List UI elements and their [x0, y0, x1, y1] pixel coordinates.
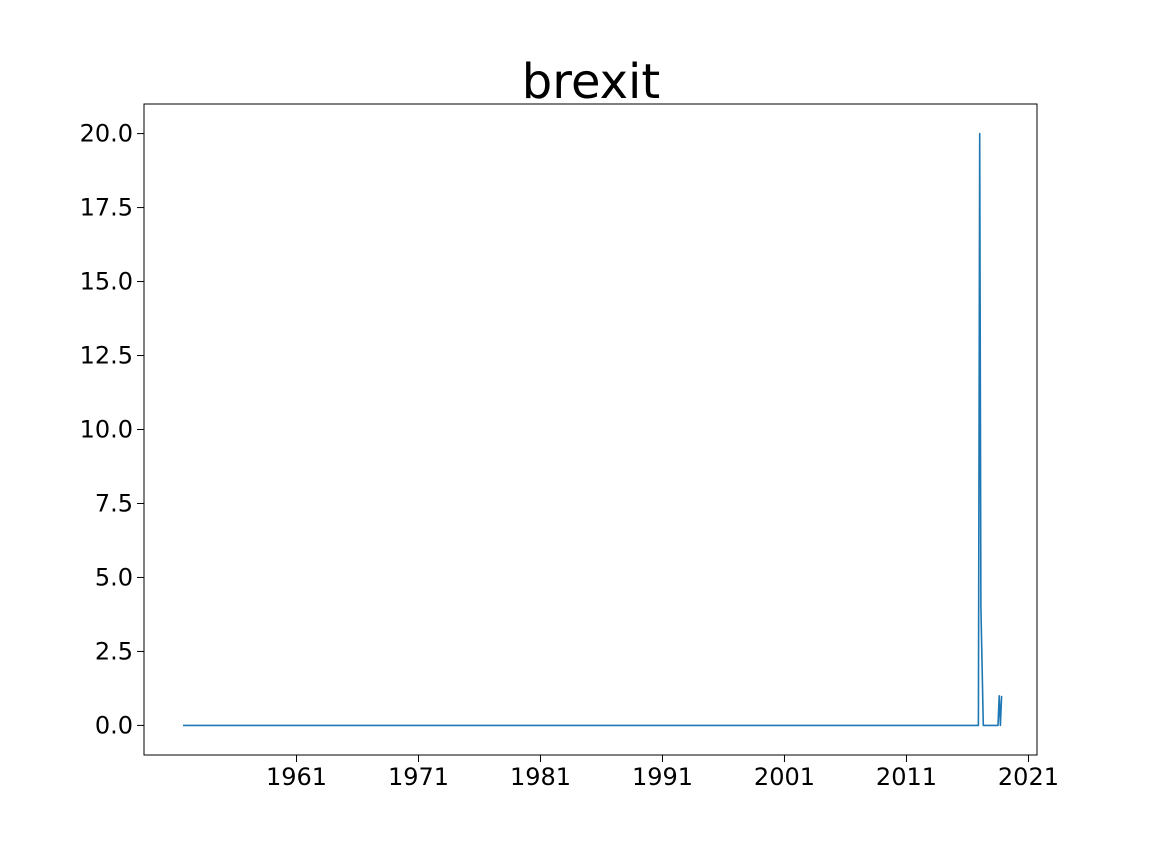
- plot-frame: [143, 103, 1038, 756]
- y-tick-label: 2.5: [95, 637, 133, 665]
- x-tick-label: 1961: [266, 763, 327, 791]
- y-tick-label: 15.0: [80, 268, 133, 296]
- x-tick-label: 2001: [754, 763, 815, 791]
- y-tick-label: 5.0: [95, 563, 133, 591]
- x-tick-label: 2011: [876, 763, 937, 791]
- plot-area: [183, 132, 1003, 727]
- series-line-0: [183, 132, 1003, 727]
- y-tick-label: 20.0: [80, 120, 133, 148]
- y-tick-label: 12.5: [80, 342, 133, 370]
- x-tick-label: 1981: [510, 763, 571, 791]
- chart-title: brexit: [522, 54, 660, 110]
- x-tick-label: 1971: [388, 763, 449, 791]
- y-tick-label: 0.0: [95, 711, 133, 739]
- x-tick-label: 1991: [632, 763, 693, 791]
- y-axis: 0.0 2.5 5.0 7.5 10.0 12.5 15.0 17.5 20.0: [80, 120, 144, 739]
- y-tick-label: 17.5: [80, 194, 133, 222]
- x-tick-label: 2021: [998, 763, 1059, 791]
- x-axis: 1961 1971 1981 1991 2001 2011 2021: [266, 755, 1059, 791]
- y-tick-label: 7.5: [95, 489, 133, 517]
- y-tick-label: 10.0: [80, 416, 133, 444]
